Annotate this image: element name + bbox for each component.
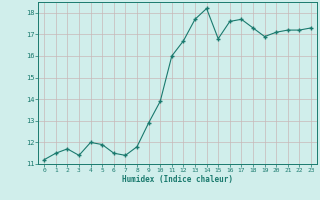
X-axis label: Humidex (Indice chaleur): Humidex (Indice chaleur) xyxy=(122,175,233,184)
